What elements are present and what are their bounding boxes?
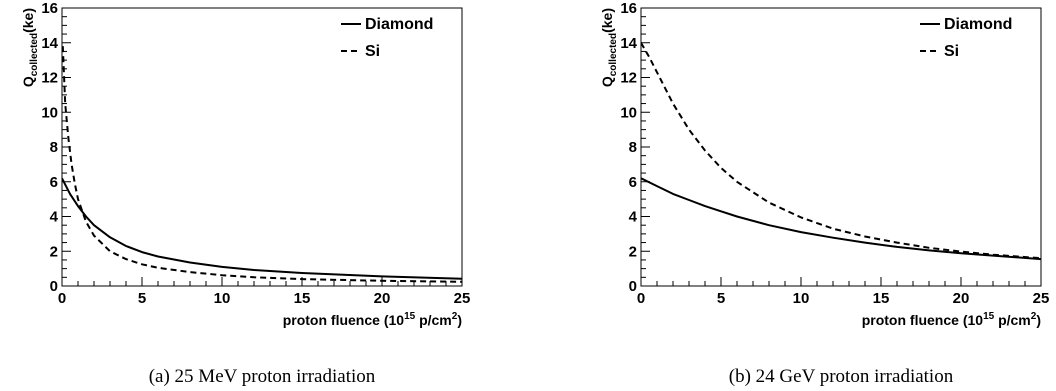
figure-caption: (b) 24 GeV proton irradiation: [729, 366, 954, 387]
series-line-diamond: [62, 177, 462, 280]
plot-frame: [640, 7, 1042, 287]
x-tick-label: 0: [58, 290, 66, 307]
figure-caption: (a) 25 MeV proton irradiation: [149, 366, 376, 387]
x-tick-label: 20: [374, 290, 391, 307]
y-tick-label: 12: [620, 70, 637, 87]
x-tick-label: 0: [637, 290, 645, 307]
y-tick-label: 2: [50, 243, 58, 260]
x-tick-label: 15: [873, 290, 890, 307]
chart-panel-b: 0 5 10 15 20 25 0 2 4 6 8 10 12 14 16 proton fluence (1…: [599, 0, 1049, 387]
y-tick-label: 2: [629, 243, 637, 260]
x-tick-label: 25: [454, 290, 471, 307]
legend-label-si: Si: [944, 43, 959, 60]
series-line-si: [62, 46, 462, 283]
y-tick-label: 8: [50, 139, 58, 156]
y-tick-label: 4: [629, 209, 638, 226]
x-tick-label: 10: [214, 290, 231, 307]
y-tick-label: 12: [41, 70, 58, 87]
x-tick-label: 10: [793, 290, 810, 307]
x-tick-label: 5: [717, 290, 725, 307]
y-tick-label: 14: [41, 35, 58, 52]
x-axis-title: proton fluence (1015 p/cm2): [862, 311, 1041, 328]
chart-panel-a: 0 5 10 15 20 25 0 2 4 6 8 10 12 14 16 proton fluence (1…: [20, 0, 470, 387]
x-tick-label: 20: [953, 290, 970, 307]
y-tick-label: 6: [50, 174, 58, 191]
y-axis-title: Qcollected(ke): [20, 8, 40, 87]
y-tick-label: 16: [41, 0, 58, 17]
legend-label-diamond: Diamond: [944, 16, 1012, 33]
y-tick-label: 10: [41, 104, 58, 121]
y-tick-label: 0: [629, 278, 637, 295]
x-tick-label: 15: [294, 290, 311, 307]
legend-label-si: Si: [365, 43, 380, 60]
y-tick-label: 14: [620, 35, 637, 52]
series-line-diamond: [641, 177, 1041, 261]
y-axis-title: Qcollected(ke): [599, 8, 619, 87]
y-tick-label: 10: [620, 104, 637, 121]
x-axis-title: proton fluence (1015 p/cm2): [283, 311, 462, 328]
y-tick-label: 4: [50, 209, 59, 226]
x-tick-label: 25: [1033, 290, 1050, 307]
y-tick-label: 16: [620, 0, 637, 17]
y-tick-label: 6: [629, 174, 637, 191]
series-line-si: [641, 42, 1041, 260]
y-tick-label: 8: [629, 139, 637, 156]
legend-label-diamond: Diamond: [365, 16, 433, 33]
y-tick-label: 0: [50, 278, 58, 295]
x-tick-label: 5: [138, 290, 146, 307]
